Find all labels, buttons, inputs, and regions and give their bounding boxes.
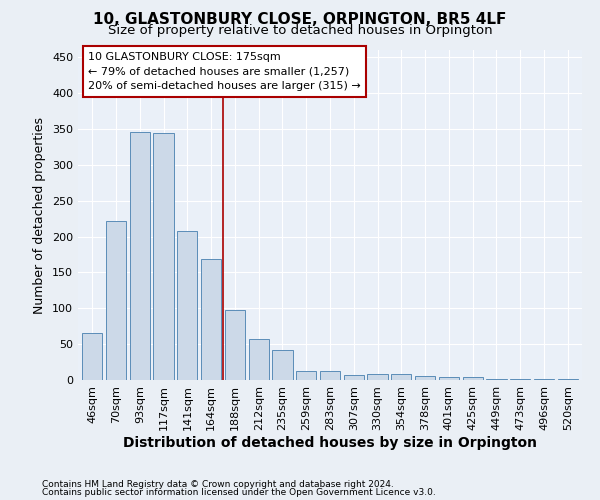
Y-axis label: Number of detached properties: Number of detached properties	[34, 116, 46, 314]
Text: Size of property relative to detached houses in Orpington: Size of property relative to detached ho…	[107, 24, 493, 37]
Bar	[367, 374, 388, 380]
Bar	[391, 374, 412, 380]
Bar	[201, 260, 221, 380]
Bar	[296, 370, 316, 380]
X-axis label: Distribution of detached houses by size in Orpington: Distribution of detached houses by size …	[123, 436, 537, 450]
Bar	[344, 375, 364, 380]
Bar	[154, 132, 173, 380]
Bar	[106, 220, 126, 380]
Bar	[272, 350, 293, 380]
Bar	[463, 377, 483, 380]
Bar	[439, 377, 459, 380]
Bar	[487, 378, 506, 380]
Text: Contains HM Land Registry data © Crown copyright and database right 2024.: Contains HM Land Registry data © Crown c…	[42, 480, 394, 489]
Bar	[225, 310, 245, 380]
Bar	[130, 132, 150, 380]
Text: 10, GLASTONBURY CLOSE, ORPINGTON, BR5 4LF: 10, GLASTONBURY CLOSE, ORPINGTON, BR5 4L…	[94, 12, 506, 28]
Bar	[415, 376, 435, 380]
Bar	[248, 339, 269, 380]
Bar	[177, 231, 197, 380]
Text: 10 GLASTONBURY CLOSE: 175sqm
← 79% of detached houses are smaller (1,257)
20% of: 10 GLASTONBURY CLOSE: 175sqm ← 79% of de…	[88, 52, 361, 91]
Text: Contains public sector information licensed under the Open Government Licence v3: Contains public sector information licen…	[42, 488, 436, 497]
Bar	[320, 370, 340, 380]
Bar	[82, 334, 103, 380]
